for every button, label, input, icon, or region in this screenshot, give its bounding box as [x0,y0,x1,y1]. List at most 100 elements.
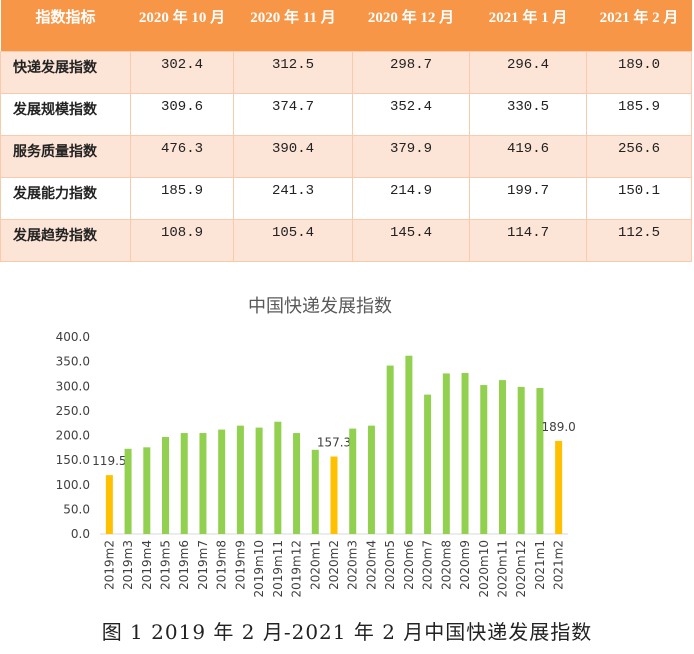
table-cell: 185.9 [586,93,692,136]
figure-caption: 图 1 2019 年 2 月-2021 年 2 月中国快递发展指数 [101,620,593,644]
bar-2020m5 [386,365,394,534]
table-row: 发展规模指数 309.6 374.7 352.4 330.5 185.9 [0,93,692,136]
row-label: 服务质量指数 [0,135,131,178]
table-cell: 379.9 [352,135,470,178]
x-tick-label: 2020m4 [364,540,378,590]
table-cell: 114.7 [469,219,587,262]
table-row: 发展能力指数 185.9 241.3 214.9 199.7 150.1 [0,177,692,220]
y-tick-label: 250.0 [56,404,90,418]
table-cell: 256.6 [586,135,692,178]
bar-2019m6 [180,433,188,534]
table-row: 发展趋势指数 108.9 105.4 145.4 114.7 112.5 [0,219,692,262]
x-tick-label: 2019m8 [215,540,229,590]
bar-2019m5 [162,436,170,534]
y-tick-label: 400.0 [56,330,90,344]
bar-2020m11 [498,380,506,534]
bar-2020m8 [442,373,450,534]
bar-2021m2 [555,440,563,534]
table-cell: 309.6 [130,93,234,136]
table-cell: 199.7 [469,177,587,220]
y-tick-label: 50.0 [63,502,90,516]
row-label: 发展能力指数 [0,177,131,220]
x-tick-label: 2020m7 [421,540,435,590]
x-tick-label: 2020m11 [495,540,509,598]
bar-2019m11 [274,421,282,534]
bar-2020m10 [480,385,488,534]
header-cell: 2020 年 11 月 [233,0,353,52]
table-cell: 374.7 [233,93,353,136]
bar-2019m8 [218,429,226,534]
x-tick-label: 2020m9 [458,540,472,590]
bar-2020m3 [349,428,357,534]
x-tick-label: 2020m12 [514,540,528,598]
data-label: 189.0 [541,420,575,434]
x-tick-label: 2020m6 [402,540,416,590]
x-tick-label: 2020m5 [383,540,397,590]
x-tick-label: 2019m12 [290,540,304,598]
bar-2020m12 [517,386,525,534]
table-cell: 302.4 [130,51,234,94]
y-tick-label: 200.0 [56,429,90,443]
table-cell: 312.5 [233,51,353,94]
bar-2020m2 [330,456,338,534]
table-cell: 145.4 [352,219,470,262]
row-label: 发展趋势指数 [0,219,131,262]
bar-chart: 中国快递发展指数 0.0 50.0 100.0 150.0 200.0 250.0 300.0… [56,296,576,598]
x-tick-label: 2019m5 [159,540,173,590]
bar-2020m7 [424,394,432,534]
index-table: 指数指标 2020 年 10 月 2020 年 11 月 2020 年 12 月… [0,0,692,262]
bar-2020m6 [405,355,413,534]
x-tick-label: 2020m8 [439,540,453,590]
bar-2020m9 [461,372,469,534]
table-row: 快递发展指数 302.4 312.5 298.7 296.4 189.0 [0,51,692,94]
table-cell: 105.4 [233,219,353,262]
x-tick-label: 2021m2 [552,540,566,590]
table-row: 服务质量指数 476.3 390.4 379.9 419.6 256.6 [0,135,692,178]
bar-2020m4 [367,425,375,534]
x-tick-label: 2019m9 [233,540,247,590]
table-cell: 296.4 [469,51,587,94]
x-tick-label: 2020m1 [308,540,322,590]
x-tick-label: 2019m6 [177,540,191,590]
y-tick-label: 100.0 [56,478,90,492]
data-label: 157.3 [317,436,351,450]
bar-2019m4 [143,447,151,534]
table-cell: 108.9 [130,219,234,262]
table-cell: 352.4 [352,93,470,136]
bar-2019m3 [124,448,132,534]
x-tick-label: 2021m1 [533,540,547,590]
table-cell: 330.5 [469,93,587,136]
chart-title: 中国快递发展指数 [248,296,392,317]
bar-2019m12 [293,433,301,534]
y-tick-label: 350.0 [56,355,90,369]
y-tick-label: 300.0 [56,379,90,393]
x-tick-label: 2019m7 [196,540,210,590]
header-cell: 2021 年 1 月 [469,0,587,52]
x-tick-label: 2019m4 [140,540,154,590]
bar-2019m9 [236,425,244,534]
bar-2019m2 [105,475,113,534]
table-cell: 390.4 [233,135,353,178]
x-tick-label: 2020m3 [346,540,360,590]
data-label: 119.5 [92,454,126,468]
table-cell: 214.9 [352,177,470,220]
table-cell: 419.6 [469,135,587,178]
table-cell: 112.5 [586,219,692,262]
table-cell: 150.1 [586,177,692,220]
header-cell: 指数指标 [0,0,131,52]
table-cell: 185.9 [130,177,234,220]
row-label: 快递发展指数 [0,51,131,94]
table-header-row: 指数指标 2020 年 10 月 2020 年 11 月 2020 年 12 月… [0,0,692,52]
row-label: 发展规模指数 [0,93,131,136]
x-tick-label: 2019m11 [271,540,285,598]
x-tick-label: 2020m10 [477,540,491,598]
bar-2019m10 [255,427,263,534]
header-cell: 2020 年 12 月 [352,0,470,52]
header-cell: 2021 年 2 月 [586,0,692,52]
x-tick-label: 2019m2 [102,540,116,590]
x-tick-label: 2020m2 [327,540,341,590]
bar-2020m1 [311,449,319,534]
x-tick-label: 2019m10 [252,540,266,598]
table-cell: 241.3 [233,177,353,220]
table-cell: 298.7 [352,51,470,94]
